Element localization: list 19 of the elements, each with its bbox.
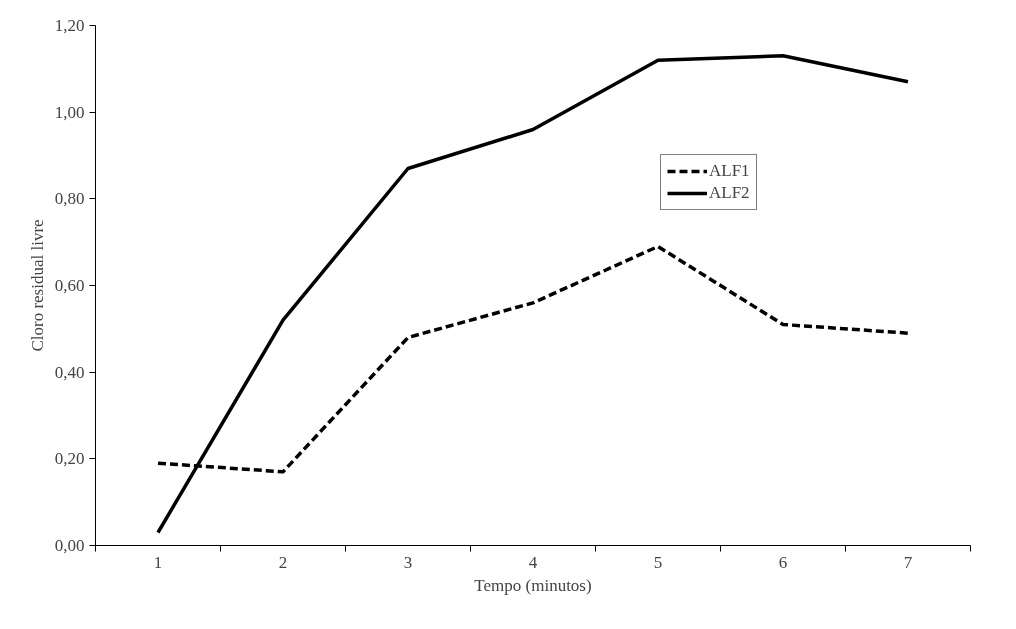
x-axis-title: Tempo (minutos): [474, 575, 592, 595]
x-tick-label: 4: [528, 552, 538, 572]
y-tick-label: 0,20: [54, 449, 85, 469]
y-tick-label: 0,40: [54, 362, 85, 382]
y-tick-label: 1,00: [54, 102, 85, 122]
y-tick-label: 0,80: [54, 189, 85, 209]
x-tick-label: 2: [278, 552, 288, 572]
legend-label: ALF2: [709, 183, 750, 203]
x-tick-label: 7: [903, 552, 913, 572]
y-tick-label: 1,20: [54, 16, 85, 35]
x-tick-label: 1: [153, 552, 163, 572]
x-tick-label: 6: [778, 552, 788, 572]
y-tick-label: 0,00: [54, 536, 85, 555]
line-series: [156, 54, 910, 535]
legend-label: ALF1: [709, 161, 750, 181]
y-tick-label: 0,60: [54, 276, 85, 295]
y-axis-title: Cloro residual livre: [27, 219, 47, 352]
x-tick-label: 3: [403, 552, 413, 572]
x-tick-label: 5: [653, 552, 663, 572]
